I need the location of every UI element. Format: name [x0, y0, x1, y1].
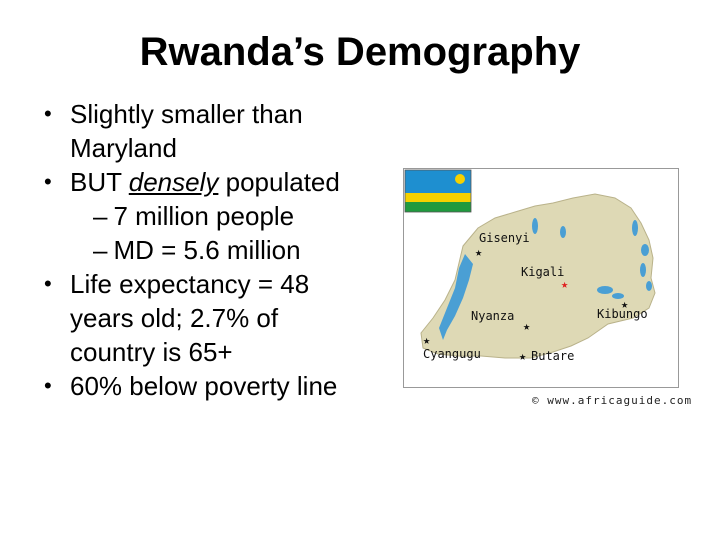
bullet-icon: •: [44, 271, 52, 296]
bullet-poverty: • 60% below poverty line: [40, 369, 370, 403]
rwanda-map: ★ Gisenyi Kigali ★ ★ Kibungo Nyanza ★ ★ …: [403, 168, 679, 388]
dash-icon: –: [93, 235, 108, 265]
sub-bullet-maryland-text: MD = 5.6 million: [113, 235, 301, 265]
rwanda-flag: [404, 169, 472, 213]
rwanda-territory: [420, 193, 656, 359]
city-star-butare: ★: [519, 349, 526, 363]
lake: [632, 220, 638, 236]
bullet-icon: •: [44, 373, 52, 398]
lake-kivu: [439, 254, 473, 340]
city-label-kibungo: Kibungo: [597, 307, 648, 321]
bullet-density-post: populated: [218, 167, 340, 197]
dash-icon: –: [93, 201, 108, 231]
lake: [641, 244, 649, 256]
bullet-density: • BUT densely populated: [40, 165, 370, 199]
bullet-size-text: Slightly smaller than Maryland: [70, 99, 303, 163]
bullet-life-expectancy: • Life expectancy = 48 years old; 2.7% o…: [40, 267, 370, 369]
lake: [646, 281, 652, 291]
lake: [597, 286, 613, 294]
bullet-density-emphasis: densely: [128, 167, 219, 197]
sub-bullet-population-text: 7 million people: [113, 201, 295, 231]
city-star-nyanza: ★: [523, 319, 530, 333]
city-star-gisenyi: ★: [475, 245, 482, 259]
bullet-list: • Slightly smaller than Maryland • BUT d…: [40, 97, 370, 403]
city-star-cyangugu: ★: [423, 333, 430, 347]
bullet-size: • Slightly smaller than Maryland: [40, 97, 370, 165]
lake: [612, 293, 624, 299]
city-label-kigali: Kigali: [521, 265, 564, 279]
sub-bullet-population: –7 million people: [40, 199, 370, 233]
sub-bullet-maryland: – MD = 5.6 million: [40, 233, 370, 267]
city-label-cyangugu: Cyangugu: [423, 347, 481, 361]
city-label-gisenyi: Gisenyi: [479, 231, 530, 245]
bullet-icon: •: [44, 101, 52, 126]
slide-title: Rwanda’s Demography: [139, 30, 581, 74]
lake: [532, 218, 538, 234]
map-credit: © www.africaguide.com: [532, 394, 693, 407]
capital-star-kigali: ★: [561, 277, 568, 291]
lake: [560, 226, 566, 238]
bullet-poverty-text: 60% below poverty line: [70, 371, 338, 401]
bullet-life-expectancy-text: Life expectancy = 48 years old; 2.7% of …: [70, 269, 310, 367]
bullet-icon: •: [44, 169, 52, 194]
city-star-kibungo: ★: [621, 297, 628, 311]
bullet-density-pre: BUT: [70, 167, 129, 197]
city-label-nyanza: Nyanza: [471, 309, 514, 323]
lake: [640, 263, 646, 277]
city-label-butare: Butare: [531, 349, 574, 363]
